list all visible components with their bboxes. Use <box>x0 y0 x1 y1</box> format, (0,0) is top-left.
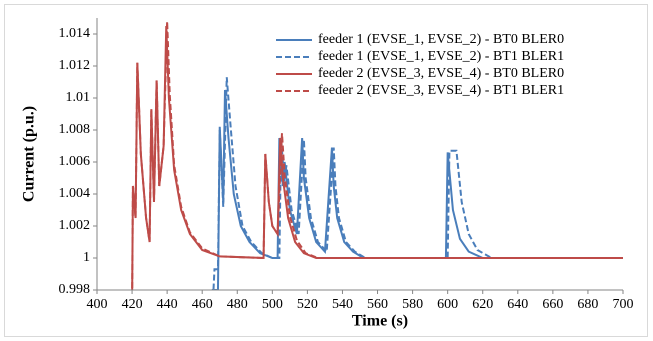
y-tick-label: 1 <box>83 250 90 265</box>
legend-label: feeder 2 (EVSE_3, EVSE_4) - BT1 BLER1 <box>318 83 564 98</box>
plot-lines <box>131 21 623 290</box>
y-tick-label: 1.01 <box>66 90 91 105</box>
x-tick-label: 520 <box>297 297 318 312</box>
legend-label: feeder 1 (EVSE_1, EVSE_2) - BT0 BLER0 <box>318 32 564 47</box>
x-tick-label: 640 <box>507 297 528 312</box>
x-tick-label: 480 <box>227 297 248 312</box>
series-line <box>131 21 623 290</box>
x-tick-label: 400 <box>87 297 108 312</box>
series-line <box>212 77 623 290</box>
x-tick-label: 580 <box>402 297 423 312</box>
x-tick-label: 420 <box>122 297 143 312</box>
x-tick-label: 620 <box>472 297 493 312</box>
x-tick-label: 660 <box>542 297 563 312</box>
x-tick-label: 600 <box>437 297 458 312</box>
x-tick-label: 700 <box>613 297 634 312</box>
x-tick-label: 540 <box>332 297 353 312</box>
y-tick-label: 1.004 <box>59 186 91 201</box>
y-axis-label: Current (p.u.) <box>21 106 38 202</box>
x-tick-label: 560 <box>367 297 388 312</box>
legend-label: feeder 1 (EVSE_1, EVSE_2) - BT1 BLER1 <box>318 49 564 64</box>
y-tick-label: 1.006 <box>59 154 91 169</box>
x-tick-label: 680 <box>577 297 598 312</box>
x-axis-label: Time (s) <box>352 313 408 330</box>
x-tick-label: 440 <box>157 297 178 312</box>
chart-frame <box>4 4 648 337</box>
y-tick-label: 1.014 <box>59 26 91 41</box>
x-tick-label: 500 <box>262 297 283 312</box>
y-tick-label: 1.008 <box>59 122 91 137</box>
legend-label: feeder 2 (EVSE_3, EVSE_4) - BT0 BLER0 <box>318 66 564 81</box>
y-tick-label: 0.998 <box>59 282 91 297</box>
x-tick-label: 460 <box>192 297 213 312</box>
y-tick-label: 1.002 <box>59 218 91 233</box>
y-tick-label: 1.012 <box>59 58 91 73</box>
